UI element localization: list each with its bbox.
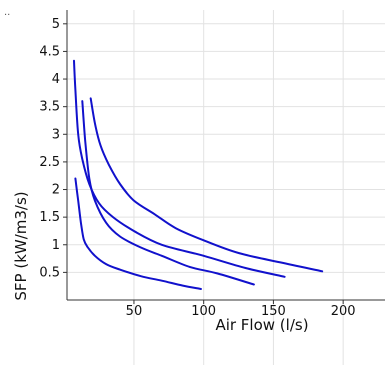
series-line-1 xyxy=(74,177,202,290)
y-tick-label: 2 xyxy=(52,183,60,198)
tick-layer: 0.5 1 1.5 2 2.5 3 3.5 4 4.5 5 50 100 150 200 xyxy=(39,17,355,319)
y-tick-label: 3 xyxy=(52,127,60,142)
series-line-2 xyxy=(81,100,255,286)
x-tick-label: 200 xyxy=(331,304,356,319)
y-tick-label: 4.5 xyxy=(39,44,60,59)
y-tick-label: 0.5 xyxy=(39,265,60,280)
series-line-4 xyxy=(89,97,324,273)
x-tick-label: 150 xyxy=(261,304,286,319)
corner-mark: .. xyxy=(4,7,10,18)
axis-layer xyxy=(66,10,385,301)
x-axis-label: Air Flow (l/s) xyxy=(215,316,308,334)
series-layer xyxy=(73,59,324,290)
y-tick-label: 1 xyxy=(52,238,60,253)
x-tick-label: 100 xyxy=(191,304,216,319)
y-tick-label: 5 xyxy=(52,17,60,32)
grid-layer xyxy=(67,10,385,365)
y-tick-label: 1.5 xyxy=(39,210,60,225)
y-tick-label: 2.5 xyxy=(39,155,60,170)
x-tick-label: 50 xyxy=(126,304,143,319)
series-line-3 xyxy=(73,59,286,278)
y-tick-label: 3.5 xyxy=(39,100,60,115)
y-axis-label: SFP (kW/m3/s) xyxy=(12,191,30,300)
y-tick-label: 4 xyxy=(52,72,60,87)
